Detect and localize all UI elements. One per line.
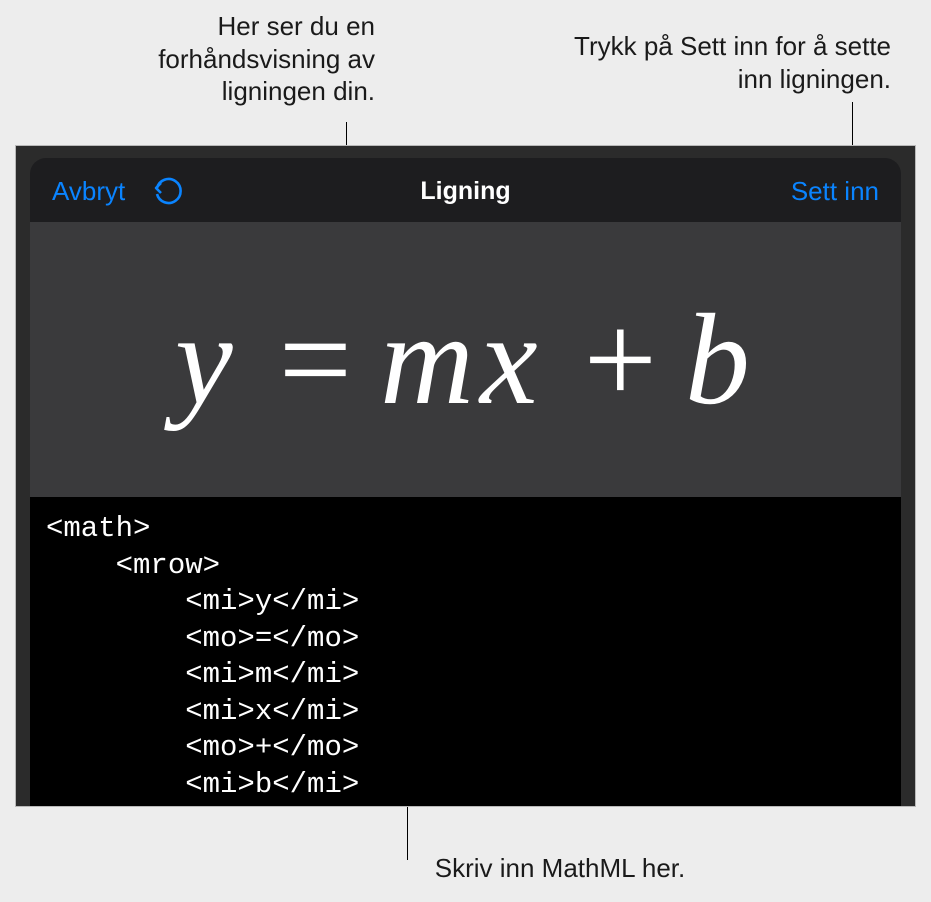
- cancel-button[interactable]: Avbryt: [52, 176, 125, 207]
- dialog-header: Ligning Avbryt Sett inn: [30, 158, 901, 222]
- callout-code: Skriv inn MathML her.: [410, 852, 710, 885]
- eq-var-x: x: [480, 288, 562, 432]
- callout-insert: Trykk på Sett inn for å sette inn lignin…: [561, 30, 891, 95]
- header-left-group: Avbryt: [52, 174, 185, 208]
- callout-preview: Her ser du en forhåndsvisning av ligning…: [145, 10, 375, 108]
- mathml-input-area[interactable]: <math> <mrow> <mi>y</mi> <mo>=</mo> <mi>…: [30, 497, 901, 806]
- equation-rendered: y=mx+b: [175, 295, 756, 425]
- eq-op-plus: +: [562, 288, 685, 432]
- eq-var-b: b: [685, 288, 756, 432]
- eq-var-y: y: [175, 288, 257, 432]
- undo-icon[interactable]: [151, 174, 185, 208]
- eq-op-equals: =: [257, 288, 380, 432]
- eq-var-m: m: [380, 288, 480, 432]
- screenshot-frame: Ligning Avbryt Sett inn y=mx+b <math> <m…: [15, 145, 916, 807]
- insert-button[interactable]: Sett inn: [791, 176, 879, 207]
- mathml-source-text: <math> <mrow> <mi>y</mi> <mo>=</mo> <mi>…: [46, 511, 885, 803]
- equation-preview: y=mx+b: [30, 222, 901, 497]
- equation-dialog: Ligning Avbryt Sett inn y=mx+b <math> <m…: [30, 158, 901, 806]
